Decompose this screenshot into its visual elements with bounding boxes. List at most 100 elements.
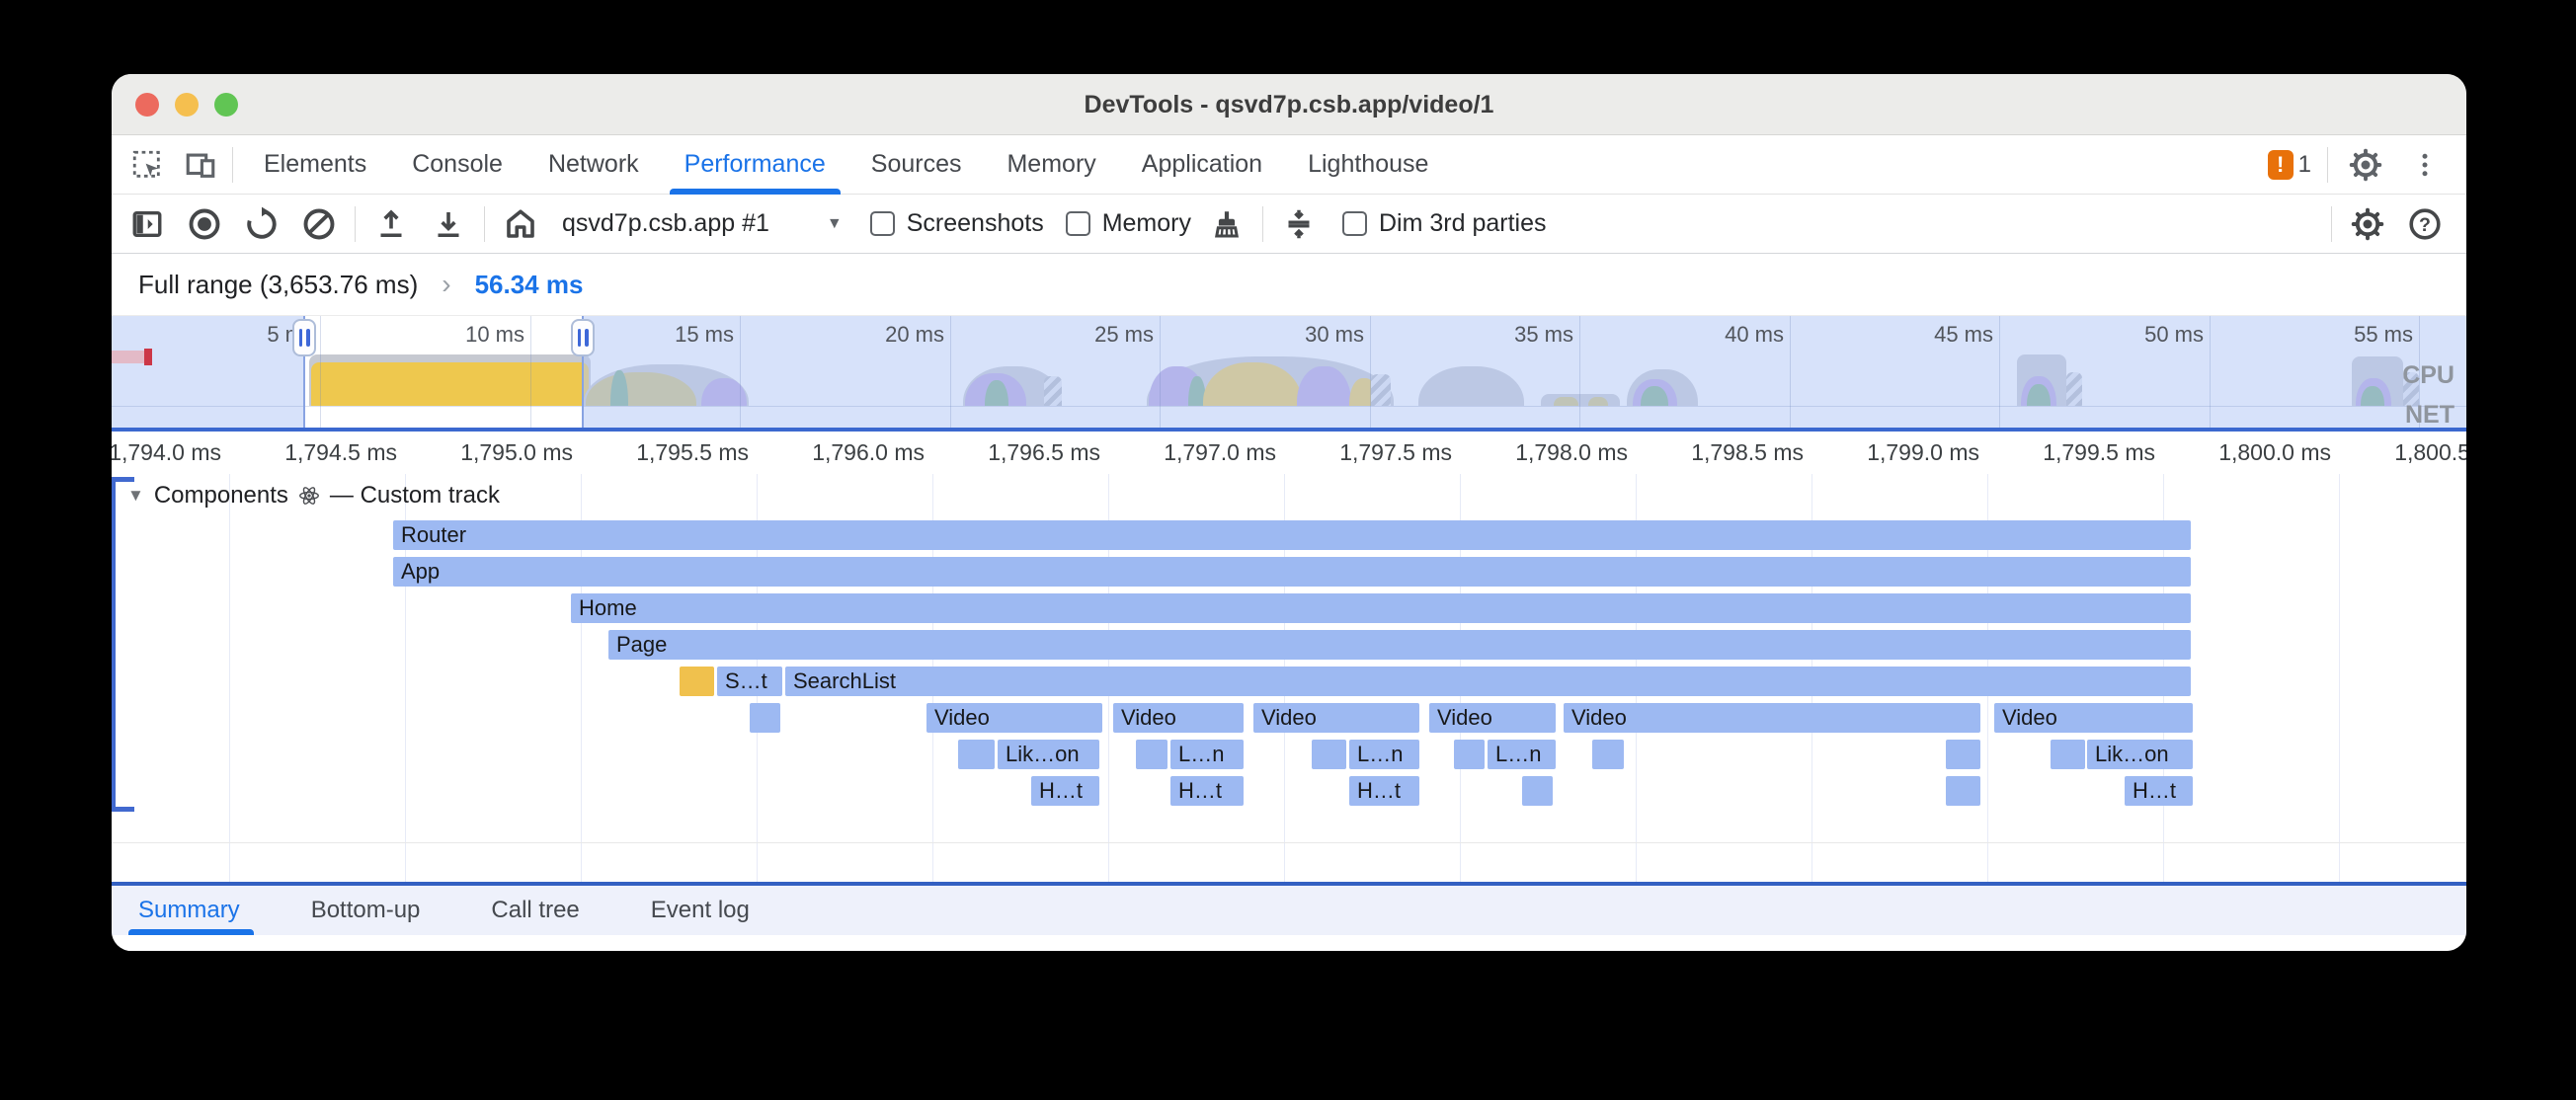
collapse-triangle-icon[interactable]: ▼ [127, 486, 144, 505]
device-toolbar-icon[interactable] [179, 143, 222, 187]
screenshots-checkbox[interactable]: Screenshots [869, 209, 1044, 238]
capture-settings-icon[interactable] [2346, 202, 2389, 246]
bottom-tab-event-log[interactable]: Event log [650, 897, 750, 923]
flame-bar-home[interactable]: Home [571, 593, 2191, 623]
warning-icon: ! [2267, 149, 2294, 180]
flame-bar-st[interactable]: S…t [717, 667, 782, 696]
flame-bar-page[interactable]: Page [608, 630, 2191, 660]
flame-bar[interactable] [2051, 740, 2085, 769]
chevron-down-icon: ▼ [826, 214, 843, 232]
dim-3rd-parties-label: Dim 3rd parties [1379, 209, 1547, 237]
target-selector[interactable]: qsvd7p.csb.app #1 ▼ [556, 209, 848, 238]
flame-chart[interactable]: ▼ Components — Custom track Router App Hom… [112, 474, 2466, 882]
atom-icon [298, 485, 320, 507]
track-selection-bracket [112, 477, 116, 812]
zoom-button[interactable] [214, 93, 238, 117]
record-icon[interactable] [183, 202, 226, 246]
flame-bar[interactable] [750, 703, 780, 733]
flame-bar-video[interactable]: Video [1564, 703, 1980, 733]
svg-text:?: ? [2419, 213, 2431, 235]
tab-lighthouse[interactable]: Lighthouse [1308, 150, 1429, 178]
network-request-bar [112, 351, 144, 363]
flame-bar-likon[interactable]: Lik…on [2087, 740, 2193, 769]
flame-bar-ln[interactable]: L…n [1488, 740, 1556, 769]
more-menu-icon[interactable] [2403, 143, 2447, 187]
selection-left-handle[interactable] [292, 319, 316, 356]
selection-right-handle[interactable] [571, 319, 595, 356]
flame-bar-video[interactable]: Video [1994, 703, 2193, 733]
overview-tick [530, 316, 531, 428]
flame-bar[interactable] [680, 667, 714, 696]
tab-performance[interactable]: Performance [662, 135, 848, 195]
inspect-icon[interactable] [125, 143, 169, 187]
ruler-label: 1,798.0 ms [1515, 439, 1628, 465]
timeline-overview[interactable]: 5 ms 10 ms 15 ms 20 ms 25 ms 30 ms 35 ms 40 ms 4… [112, 316, 2466, 428]
toggle-sidebar-icon[interactable] [125, 202, 169, 246]
clear-icon[interactable] [297, 202, 341, 246]
collapse-sections-icon[interactable] [1277, 202, 1321, 246]
flame-bar-ln[interactable]: L…n [1349, 740, 1419, 769]
flame-bar-ht[interactable]: H…t [1170, 776, 1244, 806]
flame-bar-ln[interactable]: L…n [1170, 740, 1244, 769]
flame-bar-likon[interactable]: Lik…on [998, 740, 1099, 769]
flame-bar[interactable] [1136, 740, 1167, 769]
flame-bar-video[interactable]: Video [926, 703, 1102, 733]
flame-bar[interactable] [1592, 740, 1624, 769]
flame-bar-searchlist[interactable]: SearchList [785, 667, 2191, 696]
flame-bar-ht[interactable]: H…t [1031, 776, 1099, 806]
flame-bar-ht[interactable]: H…t [2125, 776, 2193, 806]
dim-3rd-parties-checkbox[interactable]: Dim 3rd parties [1342, 209, 1547, 238]
cpu-net-divider [112, 406, 2466, 407]
chevron-right-icon: › [442, 269, 451, 299]
flame-bar-video[interactable]: Video [1429, 703, 1556, 733]
track-header[interactable]: ▼ Components — Custom track [127, 482, 500, 510]
ruler-label: 1,799.5 ms [2043, 439, 2155, 465]
download-profile-icon[interactable] [427, 202, 470, 246]
flame-bar-video[interactable]: Video [1113, 703, 1244, 733]
tab-network[interactable]: Network [547, 150, 639, 178]
overview-tick [950, 316, 951, 428]
minimize-button[interactable] [175, 93, 199, 117]
full-range-crumb[interactable]: Full range (3,653.76 ms) [138, 269, 419, 299]
flame-bar[interactable] [1454, 740, 1485, 769]
divider [2331, 205, 2332, 242]
selected-range-crumb[interactable]: 56.34 ms [474, 269, 584, 299]
flame-bar[interactable] [958, 740, 995, 769]
flame-bar[interactable] [1946, 776, 1980, 806]
home-icon[interactable] [499, 202, 542, 246]
close-button[interactable] [135, 93, 159, 117]
bottom-tab-bottom-up[interactable]: Bottom-up [310, 897, 421, 923]
flame-bar-app[interactable]: App [393, 557, 2191, 587]
flame-bar[interactable] [1522, 776, 1553, 806]
bottom-panel [112, 935, 2466, 951]
garbage-collect-icon[interactable] [1205, 202, 1248, 246]
flame-bar-ht[interactable]: H…t [1349, 776, 1419, 806]
tab-console[interactable]: Console [412, 150, 503, 178]
reload-record-icon[interactable] [240, 202, 283, 246]
flame-bar-router[interactable]: Router [393, 520, 2191, 550]
issues-badge[interactable]: ! 1 [2267, 149, 2311, 180]
flame-bar[interactable] [1312, 740, 1346, 769]
bottom-tab-summary[interactable]: Summary [128, 886, 276, 935]
tab-sources[interactable]: Sources [870, 150, 962, 178]
ruler-label: 1,795.0 ms [460, 439, 573, 465]
flame-bar-video[interactable]: Video [1253, 703, 1419, 733]
help-icon[interactable]: ? [2403, 202, 2447, 246]
tab-memory[interactable]: Memory [1006, 150, 1096, 178]
tab-application[interactable]: Application [1141, 150, 1263, 178]
track-bottom-divider [112, 842, 2466, 843]
selection-right-edge[interactable] [582, 316, 584, 428]
bottom-tab-call-tree[interactable]: Call tree [491, 897, 580, 923]
gridline [229, 474, 230, 882]
overview-tick [740, 316, 741, 428]
overview-tick-label: 15 ms [675, 322, 734, 347]
selection-left-edge[interactable] [303, 316, 305, 428]
ruler-label: 1,800.5 ms [2394, 439, 2466, 465]
tab-elements[interactable]: Elements [264, 150, 367, 178]
flame-bar[interactable] [1946, 740, 1980, 769]
upload-profile-icon[interactable] [369, 202, 413, 246]
settings-icon[interactable] [2344, 143, 2387, 187]
memory-checkbox[interactable]: Memory [1065, 209, 1191, 238]
overview-tick [1160, 316, 1161, 428]
